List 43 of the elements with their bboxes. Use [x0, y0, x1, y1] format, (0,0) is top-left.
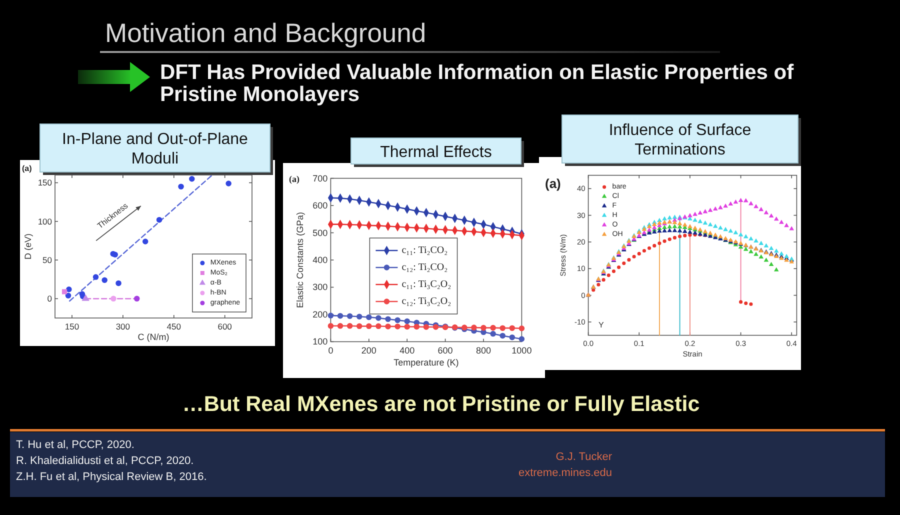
y-tick-label: 300 [312, 282, 328, 292]
y-tick-label: 400 [312, 255, 328, 265]
x-axis-title: Temperature (K) [394, 358, 459, 368]
x-tick-label: 600 [438, 346, 453, 356]
y-axis-title: D (eV) [23, 233, 33, 260]
text: (a) [289, 174, 300, 184]
text: R. Khaledialidusti et al, PCCP, 2020. [16, 455, 194, 467]
text: Z.H. Fu et al, Physical Review B, 2016. [16, 471, 207, 483]
y-tick-label: 700 [312, 173, 328, 184]
chart-title: Thermal Effects [380, 144, 492, 161]
y-tick-label: 500 [312, 228, 328, 238]
text: (a) [545, 176, 561, 191]
x-tick-label: 1000 [512, 346, 532, 356]
text: Motivation and Background [105, 18, 426, 48]
y-tick-label: 100 [312, 336, 328, 347]
text: …But Real MXenes are not Pristine or Fully Elastic [182, 392, 700, 416]
text: extreme.mines.edu [518, 467, 612, 479]
legend-label: c₁₂: Ti₃C₂O₂ [402, 296, 452, 307]
x-tick-label: 200 [361, 346, 376, 356]
text: G.J. Tucker [556, 451, 612, 463]
x-tick-label: 150 [64, 322, 80, 332]
legend-label: c₁₂: Ti₂CO₂ [402, 262, 448, 273]
x-tick-label: 300 [116, 322, 130, 332]
x-tick-label: 400 [400, 346, 415, 356]
x-axis-title: C (N/m) [138, 332, 170, 342]
y-tick-label: 50 [42, 255, 52, 266]
y-tick-label: 0 [47, 294, 52, 304]
chart-title: Influence of Surface Terminations [608, 122, 752, 158]
x-tick-label: 450 [166, 322, 182, 332]
x-tick-label: 600 [218, 322, 232, 332]
y-axis-title: Elastic Constants (GPa) [295, 212, 305, 308]
text: DFT Has Provided Valuable Information on Elastic Properties of Pristine Monolayers [160, 61, 795, 106]
y-tick-label: 600 [312, 200, 328, 211]
text: T. Hu et al, PCCP, 2020. [16, 439, 134, 451]
annotation: Y [598, 320, 604, 330]
y-tick-label: 200 [312, 309, 328, 320]
legend-label: c₁₁: Ti₃C₂O₂ [402, 279, 452, 290]
legend-label: c₁₁: Ti₂CO₂ [402, 245, 448, 256]
y-tick-label: 100 [38, 216, 52, 226]
text: (a) [22, 164, 32, 173]
y-tick-label: 150 [38, 178, 52, 188]
x-tick-label: 800 [476, 346, 492, 356]
chart-title: In-Plane and Out-of-Plane Moduli [62, 131, 248, 168]
